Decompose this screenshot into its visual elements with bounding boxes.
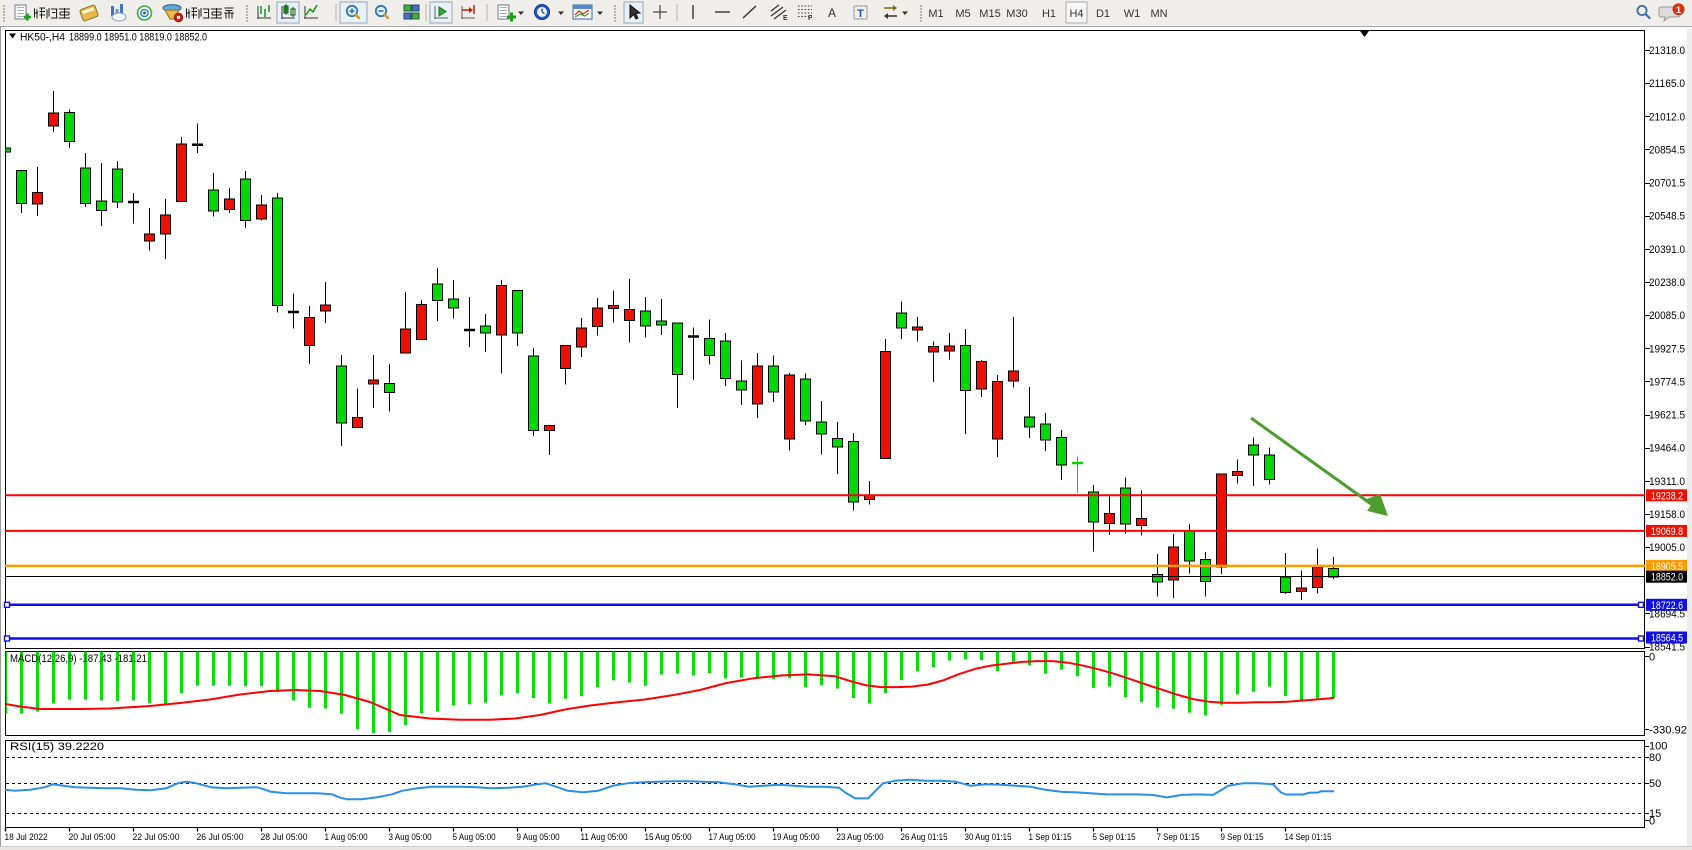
svg-text:19464.0: 19464.0: [1649, 443, 1685, 455]
svg-text:21165.0: 21165.0: [1649, 78, 1685, 90]
svg-text:20085.0: 20085.0: [1649, 310, 1685, 322]
svg-text:T: T: [857, 8, 864, 20]
svg-text:30 Aug 01:15: 30 Aug 01:15: [965, 832, 1012, 843]
svg-text:M1: M1: [928, 8, 943, 20]
svg-text:18 Jul 2022: 18 Jul 2022: [5, 832, 48, 843]
svg-text:18899.0 18951.0 18819.0 18852.: 18899.0 18951.0 18819.0 18852.0: [69, 32, 207, 44]
svg-text:19005.0: 19005.0: [1649, 542, 1685, 554]
svg-text:19069.8: 19069.8: [1651, 526, 1683, 538]
svg-text:5 Sep 01:15: 5 Sep 01:15: [1093, 832, 1136, 843]
svg-text:19158.0: 19158.0: [1649, 509, 1685, 521]
svg-text:D1: D1: [1096, 8, 1110, 20]
svg-text:H4: H4: [1069, 8, 1083, 20]
svg-text:0: 0: [1649, 651, 1655, 663]
svg-text:20701.5: 20701.5: [1649, 178, 1685, 190]
svg-text:20548.5: 20548.5: [1649, 211, 1685, 223]
svg-text:7 Sep 01:15: 7 Sep 01:15: [1157, 832, 1200, 843]
svg-text:18905.5: 18905.5: [1651, 561, 1683, 573]
svg-text:19927.5: 19927.5: [1649, 343, 1685, 355]
svg-text:H1: H1: [1042, 8, 1056, 20]
svg-text:17 Aug 05:00: 17 Aug 05:00: [709, 832, 756, 843]
svg-text:19238.2: 19238.2: [1651, 490, 1683, 502]
svg-text:15: 15: [1649, 808, 1661, 820]
svg-text:HK50-,H4: HK50-,H4: [20, 32, 65, 44]
svg-text:11 Aug 05:00: 11 Aug 05:00: [581, 832, 628, 843]
svg-text:18694.5: 18694.5: [1649, 608, 1685, 620]
svg-text:20391.0: 20391.0: [1649, 244, 1685, 256]
svg-text:W1: W1: [1124, 8, 1141, 20]
svg-text:1 Aug 05:00: 1 Aug 05:00: [325, 832, 368, 843]
svg-text:18564.5: 18564.5: [1651, 633, 1683, 645]
svg-text:M15: M15: [979, 8, 1000, 20]
svg-text:50: 50: [1649, 778, 1661, 790]
svg-text:F: F: [808, 15, 813, 22]
svg-text:14 Sep 01:15: 14 Sep 01:15: [1285, 832, 1332, 843]
svg-text:26 Jul 05:00: 26 Jul 05:00: [197, 832, 244, 843]
svg-text:18541.5: 18541.5: [1649, 642, 1685, 654]
svg-text:-330.92: -330.92: [1649, 724, 1687, 736]
svg-text:21318.0: 21318.0: [1649, 45, 1685, 57]
svg-text:1: 1: [1676, 5, 1682, 16]
svg-text:19 Aug 05:00: 19 Aug 05:00: [773, 832, 820, 843]
svg-text:20238.0: 20238.0: [1649, 277, 1685, 289]
svg-text:21012.0: 21012.0: [1649, 111, 1685, 123]
svg-text:28 Jul 05:00: 28 Jul 05:00: [261, 832, 308, 843]
svg-text:80: 80: [1649, 752, 1661, 764]
svg-text:M30: M30: [1006, 8, 1027, 20]
svg-text:MACD(12,26,9) -187.43 -181.21: MACD(12,26,9) -187.43 -181.21: [10, 653, 147, 665]
svg-text:20 Jul 05:00: 20 Jul 05:00: [69, 832, 116, 843]
svg-text:0: 0: [1649, 816, 1655, 828]
svg-text:E: E: [783, 15, 788, 22]
svg-text:23 Aug 05:00: 23 Aug 05:00: [837, 832, 884, 843]
svg-text:3 Aug 05:00: 3 Aug 05:00: [389, 832, 432, 843]
svg-text:20854.5: 20854.5: [1649, 144, 1685, 156]
svg-text:9 Aug 05:00: 9 Aug 05:00: [517, 832, 560, 843]
svg-text:19311.0: 19311.0: [1649, 476, 1685, 488]
svg-text:26 Aug 01:15: 26 Aug 01:15: [901, 832, 948, 843]
svg-text:15 Aug 05:00: 15 Aug 05:00: [645, 832, 692, 843]
svg-text:MN: MN: [1150, 8, 1167, 20]
svg-text:19621.5: 19621.5: [1649, 410, 1685, 422]
svg-text:100: 100: [1649, 741, 1667, 753]
svg-text:9 Sep 01:15: 9 Sep 01:15: [1221, 832, 1264, 843]
svg-text:1 Sep 01:15: 1 Sep 01:15: [1029, 832, 1072, 843]
svg-text:RSI(15) 39.2220: RSI(15) 39.2220: [10, 741, 104, 753]
svg-text:19774.5: 19774.5: [1649, 376, 1685, 388]
svg-text:18722.6: 18722.6: [1651, 600, 1683, 612]
svg-text:5 Aug 05:00: 5 Aug 05:00: [453, 832, 496, 843]
svg-text:M5: M5: [955, 8, 970, 20]
svg-text:A: A: [828, 6, 836, 20]
svg-text:22 Jul 05:00: 22 Jul 05:00: [133, 832, 180, 843]
svg-text:18852.0: 18852.0: [1651, 572, 1683, 584]
